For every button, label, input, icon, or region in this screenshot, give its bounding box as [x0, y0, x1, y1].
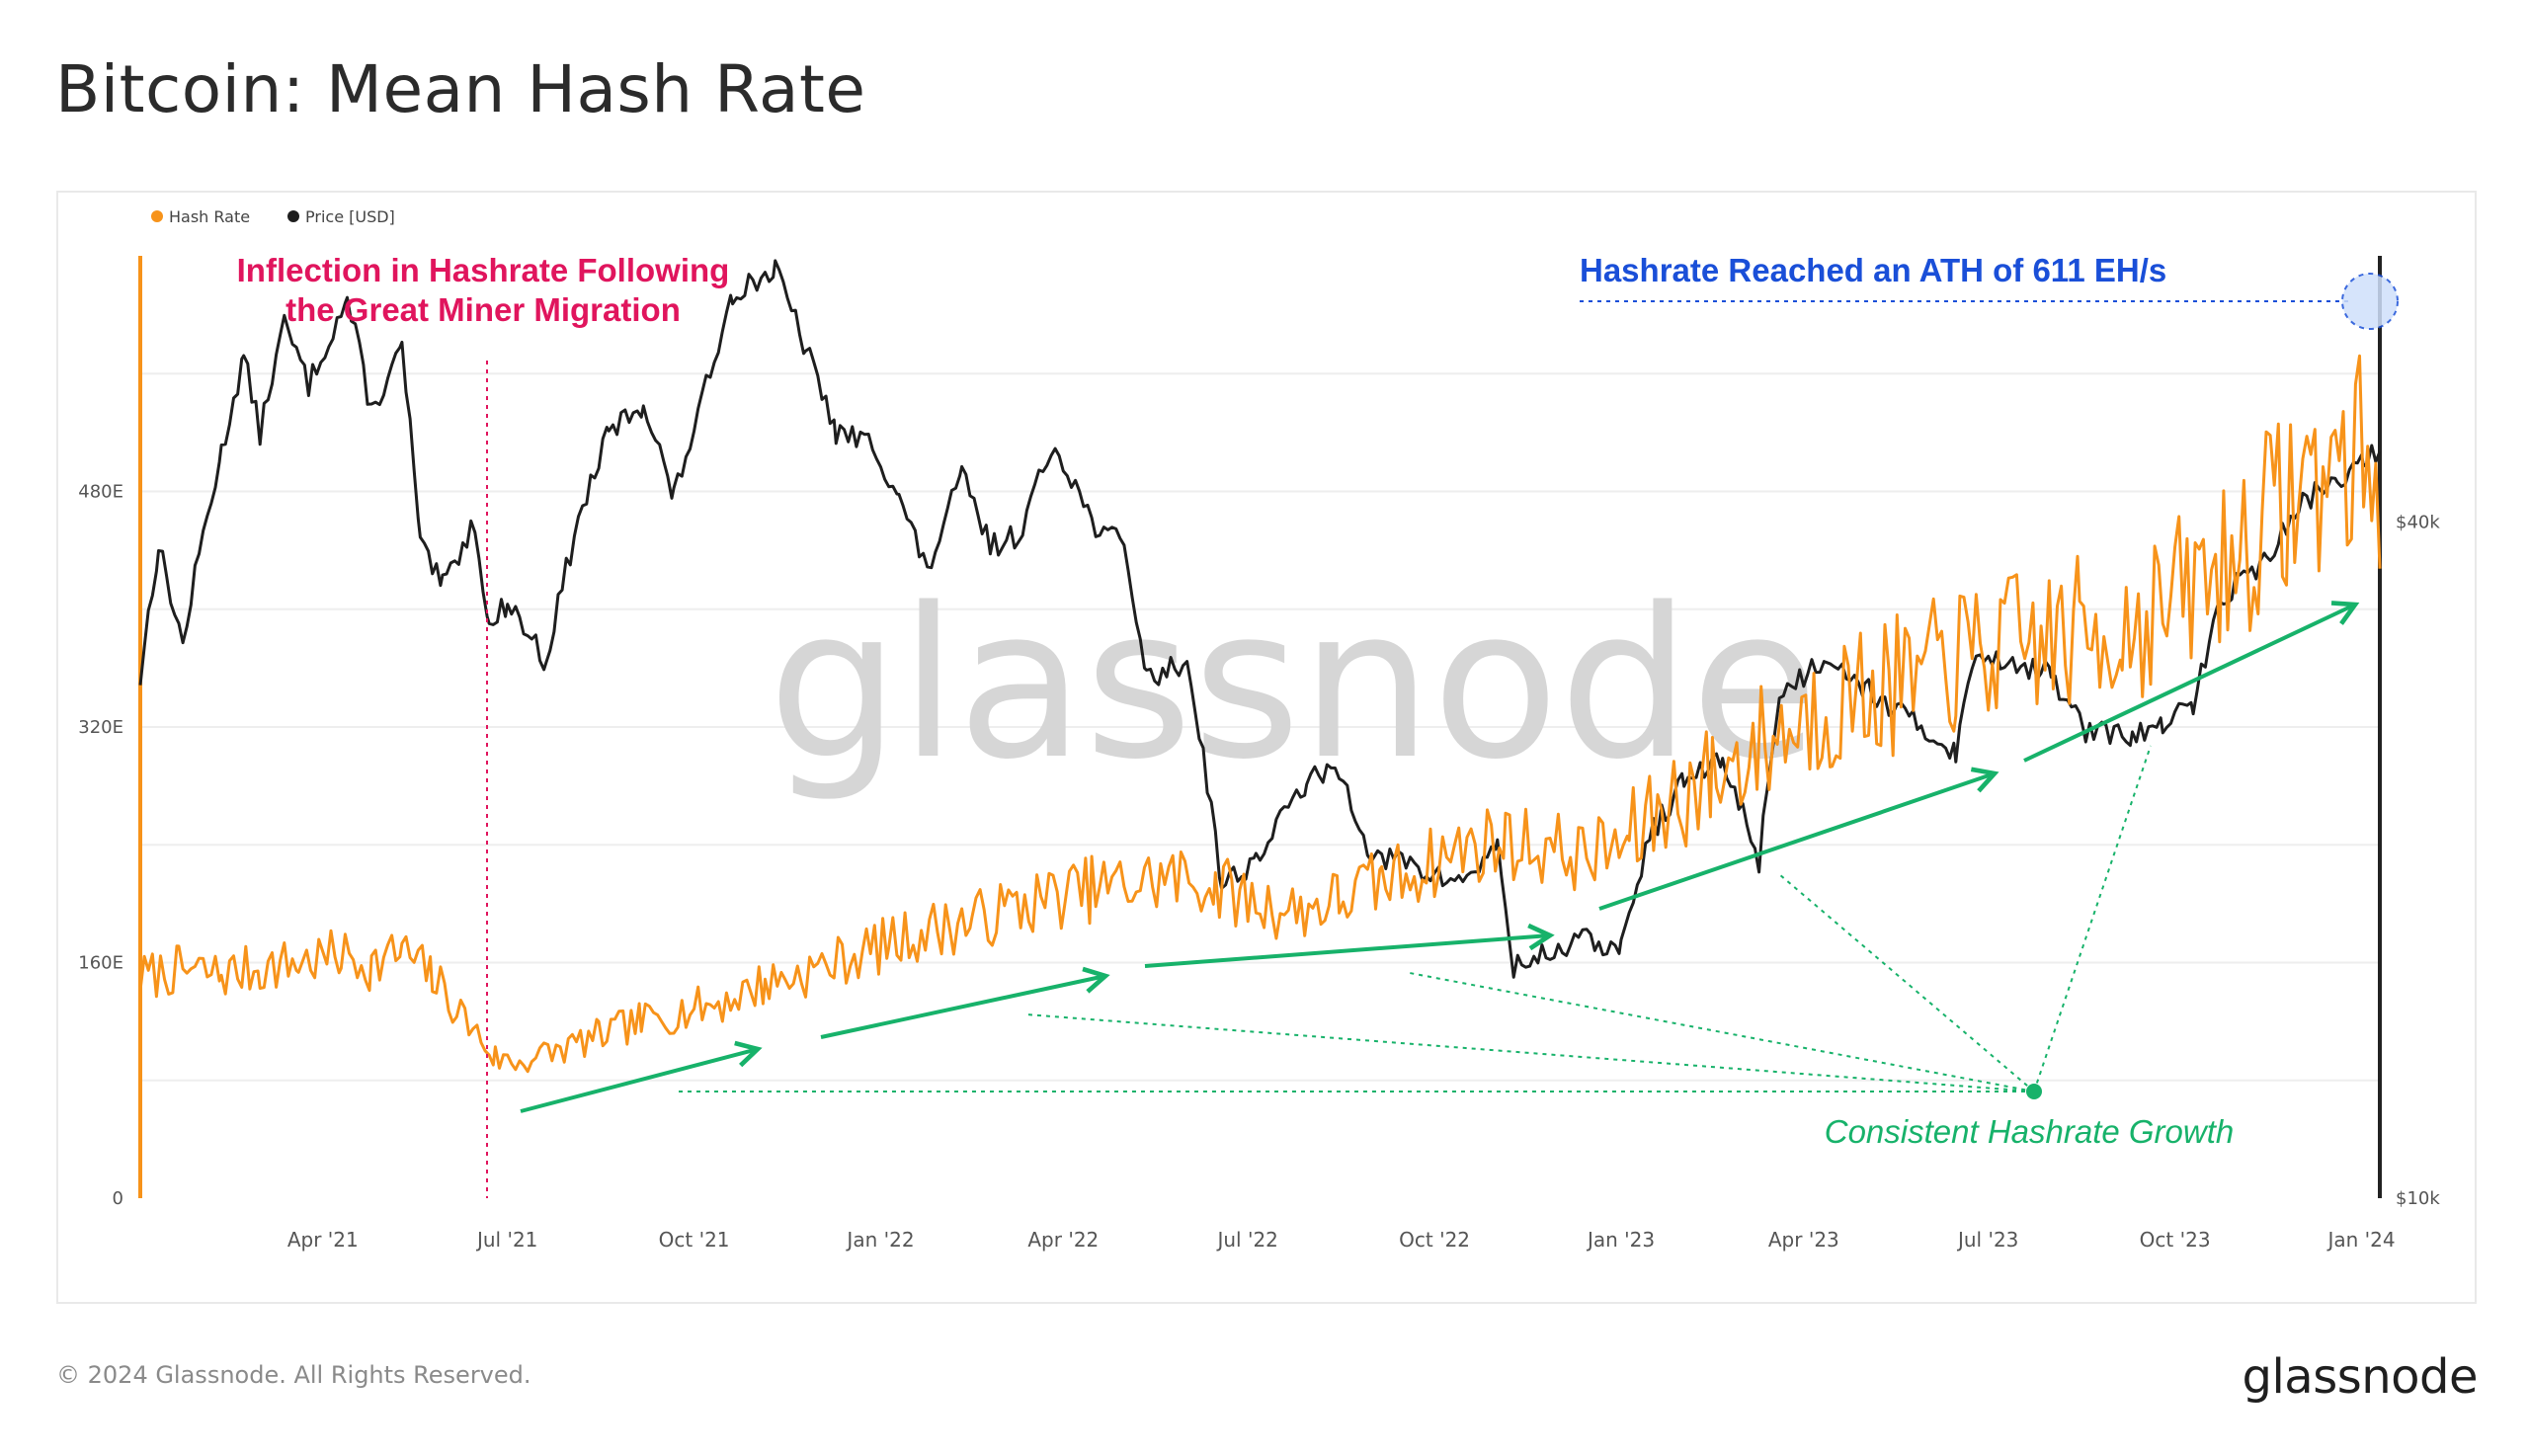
- growth-arrow-5: [2023, 605, 2355, 763]
- x-axis-ticks: Apr '21 Jul '21 Oct '21 Jan '22 Apr '22 Jul '…: [287, 1228, 2396, 1252]
- growth-arrow-2: [820, 976, 1105, 1039]
- growth-leader-4: [1778, 873, 2035, 1092]
- legend-price-dot: [287, 210, 299, 222]
- x-tick-label: Apr '23: [1768, 1228, 1839, 1252]
- x-tick-label: Oct '21: [659, 1228, 730, 1252]
- legend-price-label: Price [USD]: [305, 207, 395, 226]
- axes: [138, 256, 2382, 1198]
- x-tick-label: Apr '22: [1027, 1228, 1099, 1252]
- price-series-line: [138, 259, 2382, 979]
- ath-marker-circle: [2341, 273, 2399, 330]
- left-tick-label: 320E: [78, 717, 123, 738]
- glassnode-logo: glassnode: [2242, 1349, 2478, 1405]
- page-title: Bitcoin: Mean Hash Rate: [55, 51, 866, 127]
- x-tick-label: Apr '21: [287, 1228, 359, 1252]
- x-tick-label: Jul '23: [1956, 1228, 2018, 1252]
- growth-anchor-dot: [2026, 1084, 2042, 1099]
- watermark: glassnode: [768, 563, 1818, 805]
- growth-arrow-1: [520, 1049, 758, 1113]
- x-tick-label: Oct '23: [2140, 1228, 2211, 1252]
- growth-leader-3: [1409, 972, 2035, 1092]
- legend-hash-rate-dot: [151, 210, 163, 222]
- right-axis-ticks: $10k $40k: [2396, 512, 2440, 1209]
- x-tick-label: Jul '22: [1215, 1228, 1277, 1252]
- growth-arrow-3: [1144, 935, 1550, 968]
- hash-rate-series-line: [138, 354, 2382, 1074]
- right-tick-label: $40k: [2396, 512, 2440, 532]
- left-tick-label: 0: [113, 1188, 123, 1209]
- x-tick-label: Jan '23: [1586, 1228, 1655, 1252]
- footer-copyright: © 2024 Glassnode. All Rights Reserved.: [56, 1361, 531, 1389]
- x-tick-label: Jul '21: [475, 1228, 537, 1252]
- ath-annotation: Hashrate Reached an ATH of 611 EH/s: [1580, 252, 2166, 288]
- growth-leader-5: [2033, 745, 2152, 1092]
- left-tick-label: 480E: [78, 482, 123, 503]
- x-tick-label: Jan '24: [2325, 1228, 2395, 1252]
- x-tick-label: Jan '22: [845, 1228, 914, 1252]
- inflection-annotation-line1: Inflection in Hashrate Following: [237, 252, 730, 288]
- right-tick-label: $10k: [2396, 1188, 2440, 1209]
- growth-annotation: Consistent Hashrate Growth: [1825, 1113, 2235, 1150]
- chart-panel: glassnode Hash Rate Price [USD] 0 160E 320…: [56, 191, 2477, 1304]
- left-tick-label: 160E: [78, 953, 123, 974]
- hash-rate-chart: glassnode Hash Rate Price [USD] 0 160E 320…: [78, 207, 2440, 1252]
- legend: Hash Rate Price [USD]: [151, 207, 395, 226]
- x-tick-label: Oct '22: [1399, 1228, 1470, 1252]
- growth-leader-lines: [676, 745, 2152, 1092]
- growth-arrows: [520, 605, 2355, 1113]
- growth-arrow-4: [1598, 773, 1995, 911]
- left-axis-ticks: 0 160E 320E 480E: [78, 482, 123, 1210]
- legend-hash-rate-label: Hash Rate: [169, 207, 250, 226]
- inflection-annotation-line2: the Great Miner Migration: [286, 291, 681, 328]
